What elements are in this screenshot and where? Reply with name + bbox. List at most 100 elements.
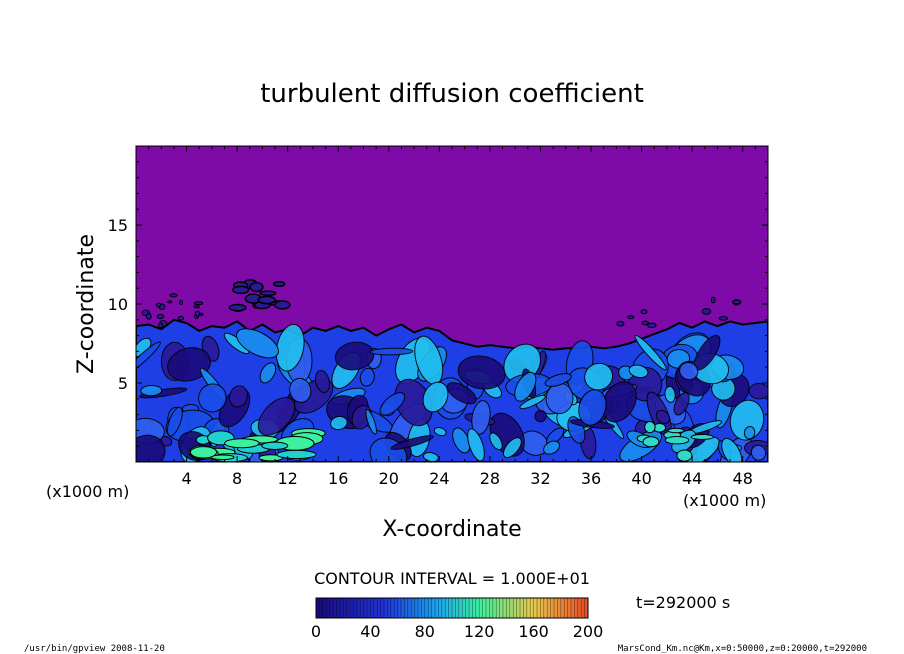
strong-mixing-eddy (189, 446, 218, 459)
upper-eddy (718, 316, 729, 321)
upper-eddy (732, 299, 742, 305)
colorbar-tick-label: 0 (311, 622, 321, 641)
x-tick-label: 24 (429, 469, 449, 488)
eddy (198, 383, 227, 413)
x-tick-label: 4 (181, 469, 191, 488)
x-tick-label: 28 (480, 469, 500, 488)
eddy (634, 334, 667, 371)
eddy (721, 437, 743, 462)
eddy (664, 385, 676, 403)
upper-eddy (155, 302, 162, 308)
turbulent-eddies (136, 323, 768, 462)
contour-interval: CONTOUR INTERVAL = 1.000E+01 (314, 569, 590, 588)
upper-eddy (194, 310, 201, 317)
x-axis-label: X-coordinate (382, 517, 521, 542)
eddy (578, 389, 607, 426)
x-tick-label: 44 (682, 469, 702, 488)
colorbar-stripes (319, 598, 585, 618)
upper-eddy (156, 314, 165, 319)
upper-eddy (257, 295, 276, 305)
eddy (601, 381, 637, 423)
eddy (365, 409, 377, 435)
upper-eddy (228, 303, 247, 312)
eddy (514, 371, 537, 402)
eddy (228, 385, 248, 408)
upper-eddy (179, 299, 184, 305)
eddy (167, 347, 211, 382)
y-axis: 5 10 15 (108, 161, 768, 447)
upper-eddy (193, 301, 204, 306)
eddy (136, 341, 161, 374)
upper-eddy (647, 322, 657, 328)
eddy (534, 409, 547, 423)
y-tick-label: 5 (118, 374, 128, 393)
strong-mixing-eddy (224, 438, 260, 449)
colorbar-tick-label: 80 (415, 622, 435, 641)
x-tick-label: 48 (733, 469, 753, 488)
strong-mixing-eddy (676, 449, 693, 462)
upper-eddy (177, 315, 185, 321)
eddy (275, 323, 305, 372)
eddy (422, 381, 449, 413)
eddy (167, 406, 183, 437)
strong-mixing-eddy (642, 436, 660, 448)
upper-eddy (146, 313, 152, 320)
eddy (446, 382, 477, 405)
strong-mixing-eddy (667, 427, 685, 434)
eddy (543, 440, 561, 455)
y-tick-label: 15 (108, 216, 128, 235)
colorbar-tick-label: 160 (518, 622, 549, 641)
colorbar-ticks: 0 40 80 120 160 200 (311, 622, 603, 641)
time-label: t=292000 s (636, 593, 730, 612)
upper-eddy (272, 280, 286, 288)
eddy (467, 428, 485, 462)
strong-mixing-eddy (276, 449, 317, 460)
eddy (359, 367, 375, 387)
strong-mixing-eddy (664, 436, 690, 445)
eddy (369, 347, 414, 356)
eddy (489, 432, 503, 451)
eddy (136, 434, 166, 462)
y-tick-label: 10 (108, 295, 128, 314)
x-unit-left: (x1000 m) (46, 482, 129, 501)
x-tick-label: 16 (328, 469, 348, 488)
eddy (584, 362, 614, 391)
strong-mixing-eddy (261, 441, 289, 450)
eddy (257, 397, 296, 436)
eddy (390, 435, 434, 450)
x-unit-right: (x1000 m) (683, 491, 766, 510)
eddy (519, 394, 546, 410)
eddy (330, 415, 348, 431)
upper-eddy (231, 285, 250, 295)
x-axis: 4 8 12 16 20 24 28 32 36 40 44 48 (148, 146, 756, 488)
y-axis-label: Z-coordinate (74, 234, 99, 374)
eddy (544, 373, 572, 387)
strong-mixing-eddy (690, 434, 714, 440)
eddy (236, 328, 279, 359)
eddy (628, 364, 649, 379)
footer-right: MarsCond_Km.nc@Km,x=0:50000,z=0:20000,t=… (618, 644, 867, 654)
x-tick-label: 20 (379, 469, 399, 488)
eddy (748, 382, 768, 400)
x-tick-label: 32 (530, 469, 550, 488)
eddy (379, 392, 406, 416)
upper-eddy (616, 320, 625, 327)
x-tick-label: 12 (278, 469, 298, 488)
eddy (289, 377, 312, 403)
colorbar-tick-label: 120 (464, 622, 495, 641)
upper-eddy (259, 290, 277, 297)
upper-eddy (167, 300, 173, 304)
eddy (502, 437, 522, 458)
colorbar-tick-label: 200 (573, 622, 604, 641)
upper-eddy (169, 293, 178, 298)
eddy (750, 444, 767, 461)
eddy (673, 392, 690, 416)
colorbar: 0 40 80 120 160 200 (311, 597, 603, 641)
upper-eddy (641, 320, 649, 326)
upper-eddy (193, 305, 200, 309)
eddy (729, 399, 765, 441)
upper-eddy (274, 300, 291, 310)
upper-eddy (158, 322, 164, 329)
